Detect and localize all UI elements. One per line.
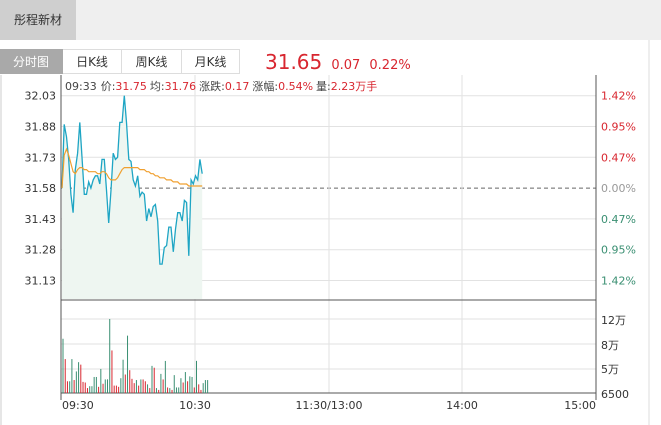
volume-tick-label: 5万 [601, 363, 619, 376]
average-line [61, 147, 203, 189]
tab-daily-k[interactable]: 日K线 [63, 49, 122, 74]
tab-monthly-k[interactable]: 月K线 [182, 49, 240, 74]
time-tick-label: 10:30 [179, 399, 211, 412]
pct-tick-label: 0.00% [601, 182, 636, 195]
tab-intraday[interactable]: 分时图 [0, 49, 63, 74]
price-change: 0.07 [331, 58, 361, 73]
pct-tick-label: 0.47% [601, 213, 636, 226]
pct-tick-label: 1.42% [601, 275, 636, 288]
price-line [61, 95, 203, 265]
time-tick-label: 11:30/13:00 [295, 399, 362, 412]
grid [60, 75, 597, 400]
time-tick-label: 15:00 [564, 399, 596, 412]
price-tick-label: 31.13 [25, 275, 57, 288]
volume-tick-label: 8万 [601, 339, 619, 352]
price-tick-label: 31.73 [25, 151, 57, 164]
stock-tab-bar: 彤程新材 [0, 0, 661, 40]
price-tick-label: 31.43 [25, 213, 57, 226]
price-area-fill [62, 95, 203, 299]
quote: 31.65 0.07 0.22% [265, 50, 411, 74]
axis-labels: 32.03 1.42% 31.88 0.95% 31.73 0.47% 31.58 0.00%… [25, 90, 636, 412]
pct-tick-label: 0.95% [601, 121, 636, 134]
pct-tick-label: 0.95% [601, 244, 636, 257]
chart-type-tabs: 分时图 日K线 周K线 月K线 [0, 49, 240, 74]
volume-tick-label: 6500 [601, 388, 629, 401]
price-tick-label: 31.58 [25, 182, 57, 195]
marks [61, 95, 209, 393]
time-tick-label: 14:00 [446, 399, 478, 412]
price-tick-label: 32.03 [25, 90, 57, 103]
price-tick-label: 31.28 [25, 244, 57, 257]
tab-weekly-k[interactable]: 周K线 [122, 49, 182, 74]
current-price: 31.65 [265, 50, 323, 74]
pct-tick-label: 1.42% [601, 90, 636, 103]
stock-tab[interactable]: 彤程新材 [0, 0, 76, 40]
price-tick-label: 31.88 [25, 121, 57, 134]
time-tick-label: 09:30 [62, 399, 94, 412]
price-change-pct: 0.22% [369, 58, 411, 73]
info-line: 09:33 价:31.75 均:31.76 涨跌:0.17 涨幅:0.54% 量:2.23… [65, 79, 377, 93]
pct-tick-label: 0.47% [601, 151, 636, 164]
volume-tick-label: 12万 [601, 314, 626, 327]
